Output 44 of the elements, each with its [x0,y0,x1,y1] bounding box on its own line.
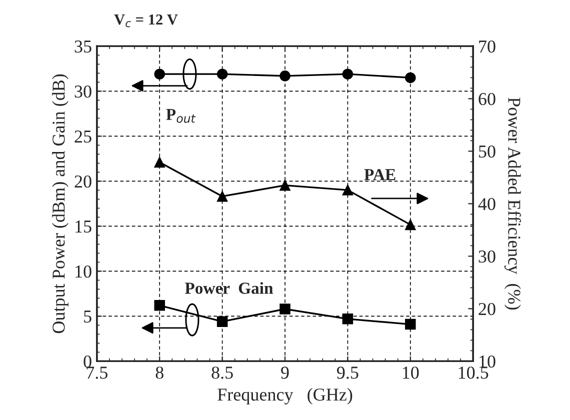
y-tick-label: 35 [74,40,92,53]
chart-title: V$_{c}$ = 12 V [114,14,178,28]
y-tick-label: 30 [74,85,92,98]
point [405,318,416,330]
point [154,300,165,311]
y2-axis-title: Power Added Efficiency (%) [504,98,522,310]
point [280,70,290,82]
x-tick-label: 9 [281,366,289,379]
y-tick-label: 15 [76,220,92,233]
point [342,68,354,80]
point [154,156,165,168]
y-tick-label: 0 [84,355,92,368]
y2-tick-label: 60 [478,92,496,106]
x-tick-label: 7.5 [86,366,108,379]
y-tick-label: 20 [74,175,92,188]
x-tick-label: 8.5 [212,366,233,379]
point [280,304,290,314]
y2-tick-label: 40 [478,198,496,210]
point [405,219,416,230]
y-axis-title: Output Power (dBm) and Gain (dB) [52,74,68,334]
x-tick-label: 9.5 [336,366,358,379]
x-axis-title: Frequency (GHz) [218,388,352,404]
x-tick-label: 8 [156,366,164,379]
series-label: PAE [364,169,396,180]
y-tick-label: 5 [84,310,92,323]
y-tick-label: 10 [76,265,92,278]
y2-tick-label: 50 [479,145,496,158]
point [405,72,416,84]
point [216,68,228,80]
y2-tick-label: 10 [480,355,496,368]
point [342,184,354,196]
x-tick-label: 10 [402,366,419,379]
point [342,314,354,324]
series-label: Power Gain [184,282,274,294]
point [216,316,228,327]
series-label: P$_{out}$ [166,109,196,123]
y2-tick-label: 30 [478,250,496,263]
point [154,68,165,80]
x-tick-label: 10.5 [458,366,488,379]
point [280,180,290,191]
point [216,190,228,202]
y-tick-label: 25 [74,130,92,143]
y2-tick-label: 70 [479,40,496,53]
y2-tick-label: 20 [478,302,496,316]
